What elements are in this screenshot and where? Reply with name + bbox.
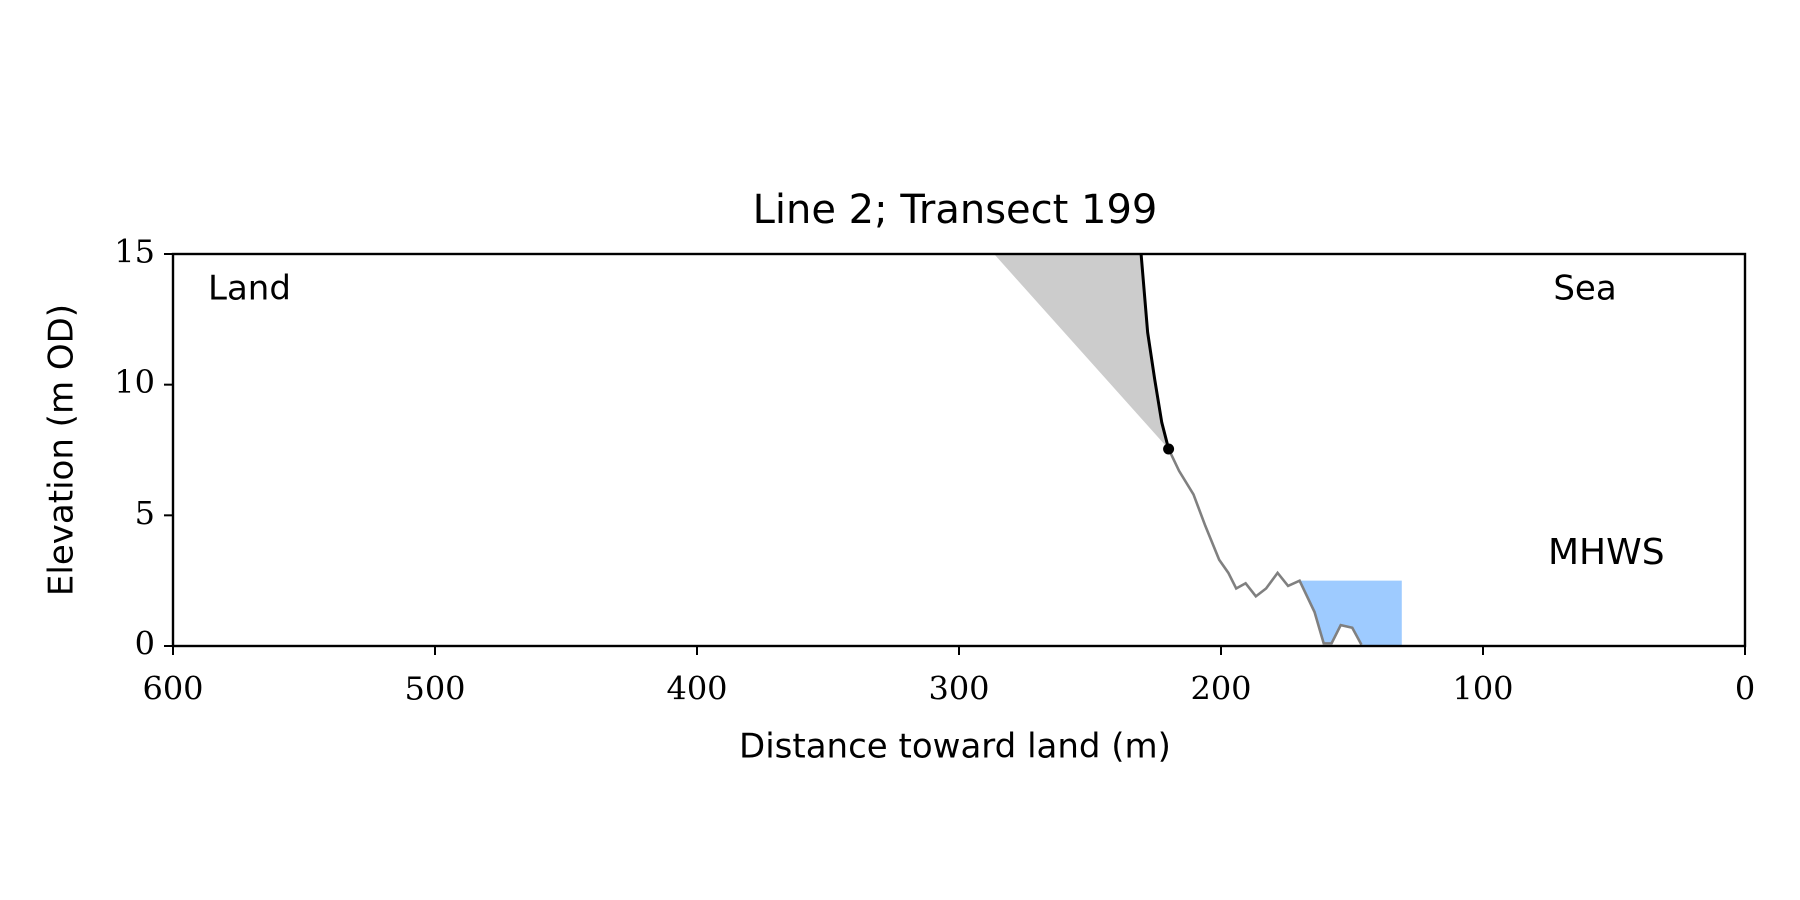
x-tick-label: 100: [1452, 670, 1513, 708]
x-axis-label: Distance toward land (m): [739, 727, 1171, 767]
y-tick-label: 15: [114, 233, 155, 271]
x-tick-label: 600: [142, 670, 203, 708]
y-axis-label: Elevation (m OD): [42, 304, 82, 596]
y-tick-label: 10: [114, 363, 155, 401]
plot-frame: [171, 252, 1747, 648]
sea-label: Sea: [1553, 269, 1616, 309]
x-tick-label: 0: [1735, 670, 1755, 708]
mhws-label: MHWS: [1548, 532, 1665, 573]
x-tick-label: 400: [666, 670, 727, 708]
profile-line: [1167, 448, 1363, 646]
mhws-area: [1295, 580, 1402, 646]
y-tick-label: 0: [135, 625, 155, 663]
x-tick-label: 200: [1190, 670, 1251, 708]
setback-area: [994, 254, 1169, 449]
chart-title: Line 2; Transect 199: [753, 187, 1158, 233]
y-tick-label: 5: [135, 494, 155, 532]
x-tick-label: 500: [404, 670, 465, 708]
cliff-toe: [1163, 443, 1175, 455]
cliff-line: [1139, 253, 1171, 450]
land-label: Land: [208, 269, 291, 309]
x-tick-label: 300: [928, 670, 989, 708]
